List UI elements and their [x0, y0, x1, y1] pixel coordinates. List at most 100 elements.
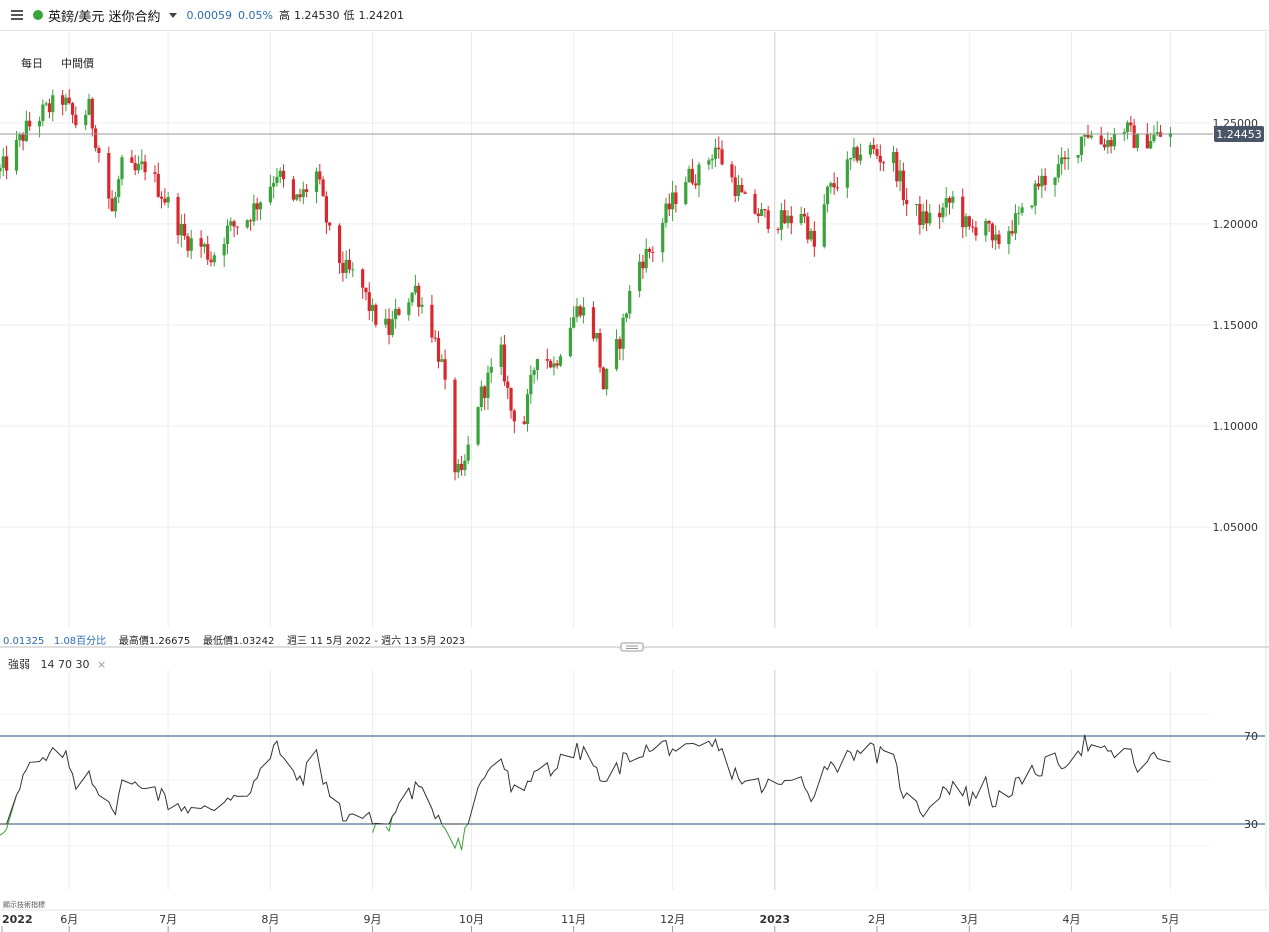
- candle-body: [1066, 157, 1070, 160]
- candle-body: [506, 381, 510, 388]
- candle-body: [947, 198, 952, 203]
- candle-body: [1030, 205, 1034, 208]
- candle-body: [361, 269, 365, 288]
- time-tick-label: 10月: [459, 913, 484, 926]
- candle-body: [753, 193, 757, 214]
- candle-body: [535, 359, 540, 371]
- candle-body: [532, 370, 536, 375]
- time-tick-label: 2023: [759, 913, 790, 926]
- candle-body: [891, 151, 896, 164]
- candle-body: [28, 120, 32, 127]
- candle-body: [509, 387, 513, 411]
- candle-body: [74, 114, 78, 126]
- candle-body: [41, 104, 45, 121]
- candle-body: [212, 255, 216, 263]
- time-tick-label: 4月: [1063, 913, 1081, 926]
- candle-body: [156, 173, 160, 197]
- close-icon[interactable]: ×: [96, 658, 107, 671]
- candle-body: [1079, 136, 1084, 155]
- candle-body: [1089, 135, 1093, 138]
- candle-body: [572, 317, 576, 328]
- candle-body: [875, 149, 879, 156]
- candle-body: [868, 144, 873, 155]
- candlestick-series: [0, 89, 1173, 481]
- candle-body: [183, 223, 187, 237]
- candle-body: [483, 386, 487, 398]
- menu-icon[interactable]: [11, 10, 23, 20]
- candle-body: [120, 157, 124, 180]
- candle-body: [905, 199, 909, 205]
- candle-body: [921, 211, 925, 226]
- candle-body: [14, 139, 19, 171]
- candle-body: [881, 162, 886, 164]
- rsi-name: 強弱: [8, 658, 30, 671]
- candle-body: [618, 339, 622, 349]
- candle-body: [417, 285, 421, 307]
- candle-body: [1109, 140, 1113, 147]
- grid-lines: [0, 32, 1267, 890]
- candle-body: [443, 359, 447, 380]
- range-max-label: 最高價: [118, 636, 149, 647]
- status-dot-icon: [33, 10, 43, 20]
- rsi-oversold-segment: [0, 794, 17, 836]
- candle-body: [1043, 175, 1047, 185]
- chevron-down-icon[interactable]: [168, 12, 177, 18]
- candle-body: [858, 154, 863, 161]
- candle-body: [763, 209, 767, 211]
- rsi-pane: 70 30: [0, 730, 1265, 851]
- candle-body: [351, 269, 355, 271]
- candle-body: [130, 157, 134, 163]
- candle-body: [961, 196, 965, 228]
- candle-body: [733, 177, 737, 196]
- candle-body: [1076, 154, 1080, 158]
- candle-body: [687, 168, 691, 183]
- candle-body: [855, 147, 859, 161]
- candle-body: [595, 333, 599, 339]
- candle-body: [21, 134, 25, 141]
- time-tick-label: 11月: [561, 913, 586, 926]
- show-indicators-link[interactable]: 顯示技術指標: [3, 901, 45, 909]
- candle-body: [1063, 157, 1067, 160]
- candle-body: [229, 221, 233, 226]
- price-change-pct: 0.05%: [238, 8, 273, 22]
- candle-body: [479, 386, 483, 408]
- candle-body: [321, 179, 325, 197]
- rsi-params: 14 70 30: [40, 658, 90, 671]
- candle-body: [1020, 207, 1024, 213]
- candle-body: [209, 259, 213, 263]
- candle-body: [275, 176, 279, 184]
- candle-body: [710, 158, 714, 161]
- candle-body: [235, 226, 239, 228]
- candle-body: [252, 203, 256, 222]
- rsi-tick-label: 70: [1244, 730, 1258, 743]
- candle-body: [766, 210, 770, 229]
- rsi-indicator-label: 強弱 14 70 30 ×: [8, 656, 106, 672]
- candle-body: [717, 147, 721, 150]
- instrument-name[interactable]: 英鎊/美元 迷你合約: [48, 9, 161, 25]
- candle-body: [670, 192, 675, 210]
- candle-body: [87, 98, 91, 115]
- candle-body: [789, 215, 793, 224]
- candle-body: [4, 156, 9, 171]
- price-type-selector[interactable]: 中間價: [61, 57, 94, 70]
- interval-selector[interactable]: 每日: [21, 57, 43, 70]
- candle-body: [1036, 183, 1041, 187]
- candle-body: [272, 183, 276, 187]
- candle-body: [176, 196, 180, 236]
- candle-body: [512, 410, 516, 422]
- candle-body: [502, 344, 507, 382]
- candle-body: [895, 151, 899, 182]
- candle-body: [232, 221, 236, 227]
- time-axis: 2022 6月 7月 8月 9月 10月 11月 12月 2023 2月 3月 4月 5月: [0, 909, 1269, 932]
- candle-body: [624, 313, 629, 318]
- candle-body: [117, 179, 121, 198]
- candle-body: [47, 103, 52, 113]
- candle-body: [994, 234, 998, 241]
- candle-body: [1132, 125, 1136, 148]
- candle-body: [466, 444, 470, 461]
- candle-body: [901, 170, 905, 200]
- candle-body: [258, 202, 263, 210]
- candle-body: [344, 259, 348, 273]
